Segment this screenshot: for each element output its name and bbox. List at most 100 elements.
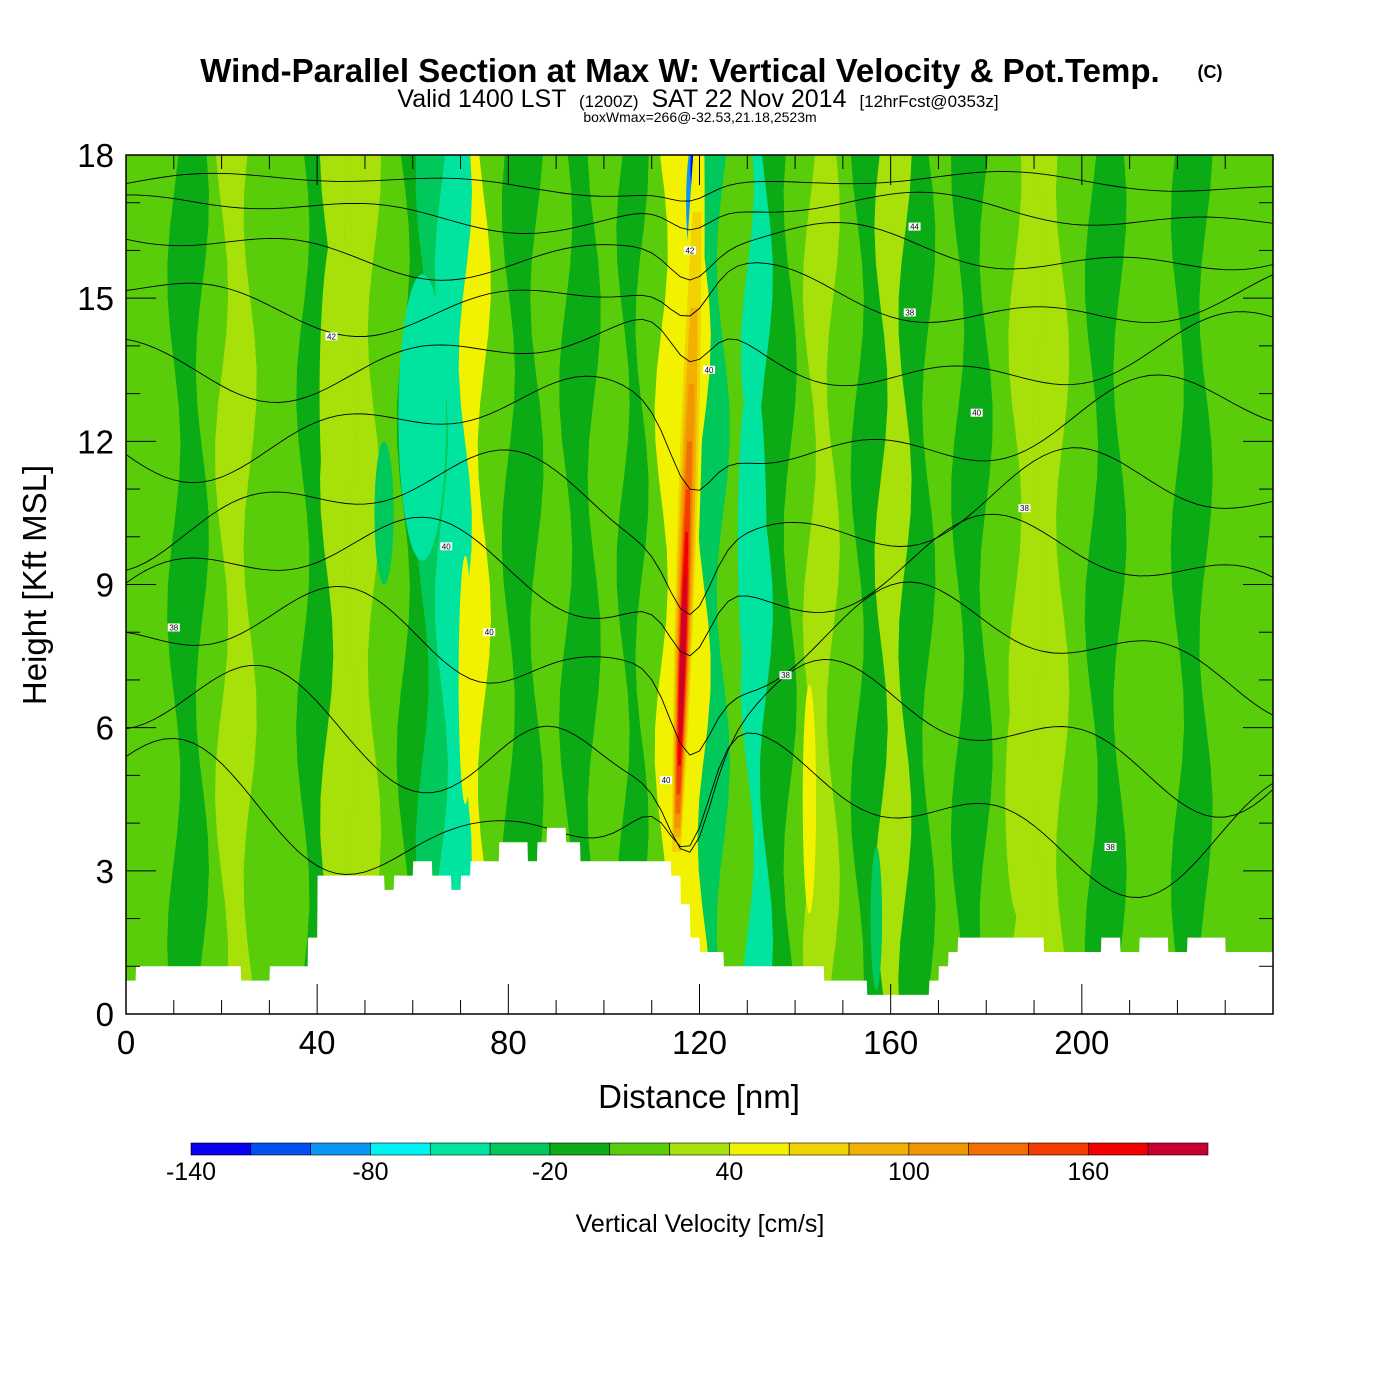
colorbar-swatch — [549, 1142, 611, 1156]
isoline-label: 42 — [685, 246, 694, 255]
y-tick-labels: 0 3 6 9 12 15 18 — [77, 137, 114, 1033]
isoline-label-box — [483, 628, 496, 637]
w-blob — [398, 274, 447, 561]
colorbar-swatch — [669, 1142, 730, 1156]
w-band — [1008, 155, 1046, 1014]
updraft-contour — [679, 575, 687, 738]
isoline-label: 38 — [1020, 504, 1029, 513]
w-band — [367, 155, 410, 1014]
theta-isoline-labels: 42 40 38 40 40 42 40 44 38 40 38 38 38 — [167, 222, 1117, 852]
theta-isoline — [126, 191, 1273, 234]
isoline-label: 40 — [442, 542, 451, 551]
theta-isoline — [126, 311, 1273, 403]
w-band — [148, 155, 181, 1014]
isoline-label-box — [1104, 842, 1117, 851]
x-tick-label: 80 — [490, 1024, 527, 1061]
w-band — [458, 155, 492, 1014]
isoline-label: 40 — [705, 366, 714, 375]
isoline-label: 40 — [662, 776, 671, 785]
y-tick-label: 3 — [96, 853, 114, 890]
isoline-label: 44 — [910, 223, 919, 232]
w-band — [343, 155, 382, 1014]
w-band — [1113, 155, 1156, 1014]
w-band — [759, 155, 797, 1014]
colorbar-tick-label: 100 — [888, 1158, 930, 1186]
w-blob — [458, 555, 473, 805]
isoline-label-box — [903, 308, 916, 317]
w-blob — [802, 684, 817, 914]
valid-date: SAT 22 Nov 2014 — [651, 85, 846, 113]
w-band — [587, 155, 630, 1014]
valid-prefix: Valid 1400 LST — [397, 85, 566, 113]
colorbar-swatch — [729, 1142, 790, 1156]
y-tick-label: 0 — [96, 996, 114, 1033]
theta-isoline — [126, 374, 1273, 491]
colorbar-swatch — [1028, 1142, 1089, 1156]
w-blob — [374, 441, 394, 585]
colorbar-swatch — [370, 1142, 431, 1156]
w-band — [1032, 155, 1070, 1014]
isoline-label-box — [660, 776, 673, 785]
x-tick-label: 200 — [1054, 1024, 1109, 1061]
w-band — [477, 155, 515, 1014]
isoline-label-box — [325, 332, 338, 341]
theta-isoline — [126, 447, 1273, 616]
isoline-label-box — [970, 408, 983, 417]
w-band — [1056, 155, 1098, 1014]
theta-isoline — [126, 581, 1273, 756]
w-band — [1084, 155, 1127, 1014]
w-band — [272, 155, 310, 1014]
colorbar-swatch — [968, 1142, 1029, 1156]
colorbar-swatch — [1147, 1142, 1209, 1156]
x-axis-label: Distance [nm] — [598, 1078, 800, 1115]
w-band — [950, 155, 993, 1014]
w-blob — [737, 369, 767, 704]
colorbar-swatch — [1088, 1142, 1149, 1156]
chart-subtitle: boxWmax=266@-32.53,21.18,2523m — [583, 109, 816, 125]
theta-isoline — [126, 262, 1273, 337]
w-band — [922, 155, 965, 1014]
w-band — [850, 155, 888, 1014]
isoline-label: 38 — [905, 308, 914, 317]
theta-isoline — [126, 732, 1273, 898]
y-axis-label: Height [Kft MSL] — [16, 465, 53, 705]
x-tick-label: 120 — [672, 1024, 727, 1061]
valid-utc: (1200Z) — [579, 92, 639, 111]
w-band — [697, 155, 731, 1014]
w-band — [559, 155, 601, 1014]
w-band — [501, 155, 544, 1014]
plot-area: 42 40 38 40 40 42 40 44 38 40 38 38 38 — [125, 154, 1274, 1015]
theta-isoline — [126, 513, 1273, 657]
colorbar-tick-label: -140 — [166, 1158, 216, 1186]
svg-text:Valid 1400 LST (1200Z): Valid 1400 LST (1200Z) SAT 22 Nov 2014 [… — [397, 85, 998, 113]
plot-frame — [125, 154, 1274, 1015]
colorbar-swatch — [848, 1142, 910, 1156]
colorbar-tick-label: 40 — [716, 1158, 744, 1186]
w-band — [1142, 155, 1184, 1014]
w-band — [1170, 155, 1213, 1014]
w-blob — [1005, 679, 1035, 919]
colorbar-swatch — [250, 1142, 311, 1156]
colorbar-tick-label: 160 — [1067, 1158, 1109, 1186]
colorbar-swatch — [310, 1142, 371, 1156]
chart-title: Wind-Parallel Section at Max W: Vertical… — [200, 52, 1159, 89]
theta-isoline — [126, 222, 1273, 281]
x-tick-label: 160 — [863, 1024, 918, 1061]
y-tick-label: 6 — [96, 710, 114, 747]
x-tick-label: 0 — [117, 1024, 135, 1061]
colorbar-tick-label: -80 — [352, 1158, 388, 1186]
w-band — [616, 155, 649, 1014]
forecast-info: [12hrFcst@0353z] — [859, 92, 998, 111]
w-band — [243, 155, 286, 1014]
colorbar-swatch — [908, 1142, 970, 1156]
w-band — [716, 155, 754, 1014]
isoline-label-box — [683, 246, 696, 255]
colorbar-swatch — [190, 1142, 252, 1156]
x-tick-labels: 0 40 80 120 160 200 — [117, 1024, 1110, 1061]
w-band — [898, 155, 936, 1014]
y-tick-label: 18 — [77, 137, 114, 174]
w-band — [167, 155, 210, 1014]
w-band — [195, 155, 229, 1014]
colorbar — [190, 1142, 1209, 1156]
